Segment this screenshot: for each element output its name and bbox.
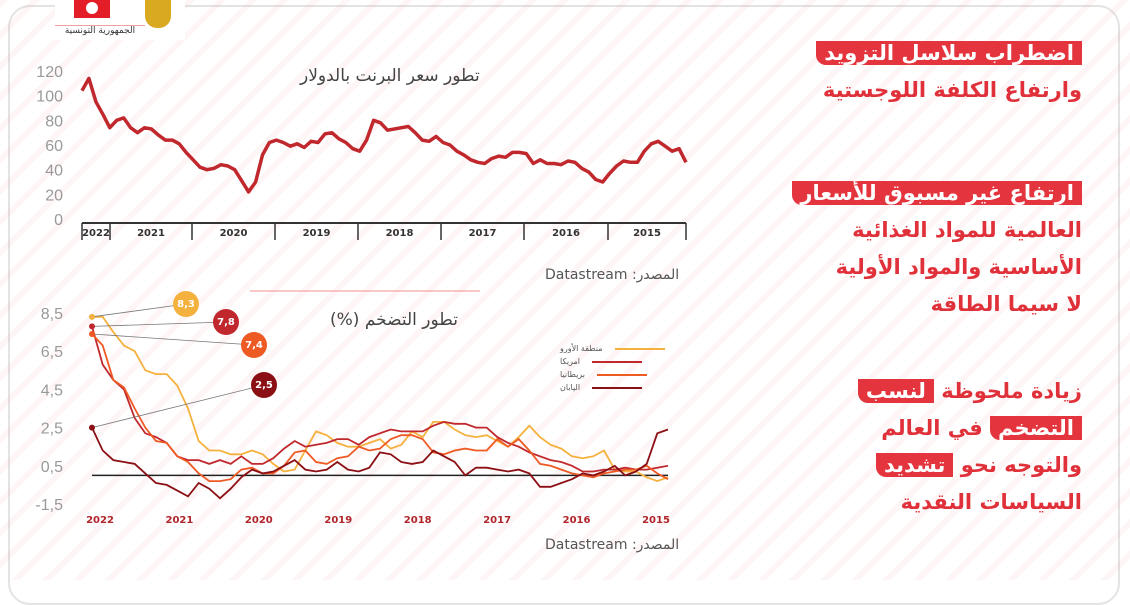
highlight: ارتفاع غير مسبوق للأسعار bbox=[792, 181, 1082, 205]
point-supply-chains: اضطراب سلاسل التزويد وارتفاع الكلفة اللو… bbox=[816, 35, 1082, 109]
point-inflation: زيادة ملحوظة لنسب التضخم في العالم والتو… bbox=[857, 373, 1082, 521]
highlight: التضخم bbox=[990, 416, 1082, 440]
tunisia-flag-icon bbox=[74, 0, 110, 18]
x-tick-label: 2021 bbox=[137, 228, 165, 239]
inflation-source: المصدر: Datastream bbox=[545, 537, 680, 553]
start-point bbox=[89, 323, 95, 330]
y-tick-label: 40 bbox=[45, 163, 63, 180]
brent-line bbox=[80, 76, 688, 194]
inflation-line-0 bbox=[92, 315, 669, 483]
y-tick-label: 100 bbox=[36, 89, 63, 106]
y-tick-label: 20 bbox=[45, 187, 63, 204]
x-tick-label: 2020 bbox=[245, 515, 273, 526]
x-tick-label: 2019 bbox=[303, 228, 331, 239]
text-line: لا سيما الطاقة bbox=[930, 292, 1082, 316]
inflation-legend: منطقة الأورو امريكا بريطانيا اليابان bbox=[560, 342, 665, 394]
y-tick-label: 4,5 bbox=[41, 382, 63, 399]
start-point bbox=[89, 424, 95, 431]
x-tick-label: 2015 bbox=[642, 515, 670, 526]
inflation-chart-title: تطور التضخم (%) bbox=[330, 310, 458, 330]
country-name: الجمهورية التونسية bbox=[55, 25, 145, 36]
text: زيادة ملحوظة bbox=[941, 379, 1082, 403]
text: والتوجه نحو bbox=[960, 453, 1082, 477]
usa-callout: 7,8 bbox=[213, 309, 239, 335]
x-tick-label: 2019 bbox=[324, 515, 352, 526]
start-point bbox=[89, 313, 95, 320]
callout-leader bbox=[91, 384, 265, 428]
highlight: اضطراب سلاسل التزويد bbox=[816, 41, 1082, 65]
y-tick-label: 0 bbox=[54, 212, 63, 229]
highlight: تشديد bbox=[876, 453, 954, 477]
text-line: الأساسية والمواد الأولية bbox=[835, 255, 1082, 279]
y-tick-label: 8,5 bbox=[41, 306, 63, 323]
legend-item: اليابان bbox=[560, 381, 665, 394]
x-tick-label: 2017 bbox=[483, 515, 511, 526]
x-tick-label: 2018 bbox=[386, 228, 414, 239]
text: في العالم bbox=[881, 416, 983, 440]
text-line: السياسات النقدية bbox=[900, 490, 1082, 514]
x-tick-label: 2017 bbox=[469, 228, 497, 239]
coat-of-arms-icon bbox=[145, 0, 171, 28]
callout-leader bbox=[91, 333, 255, 346]
highlight: لنسب bbox=[857, 379, 934, 403]
callout-leader bbox=[91, 303, 187, 318]
japan-callout: 2,5 bbox=[251, 372, 277, 398]
inflation-line-3 bbox=[91, 427, 669, 500]
y-tick-label: 120 bbox=[36, 64, 63, 81]
x-tick-label: 2022 bbox=[82, 228, 110, 239]
x-tick-label: 2021 bbox=[166, 515, 194, 526]
legend-item: بريطانيا bbox=[560, 368, 665, 381]
y-tick-label: 6,5 bbox=[41, 344, 63, 361]
inflation-line-2 bbox=[91, 333, 669, 483]
x-tick-label: 2020 bbox=[220, 228, 248, 239]
point-prices: ارتفاع غير مسبوق للأسعار العالمية للمواد… bbox=[792, 175, 1082, 323]
y-tick-label: 2,5 bbox=[41, 421, 63, 438]
x-tick-label: 2018 bbox=[404, 515, 432, 526]
charts-svg: 0 20 40 60 80 100 120 2022 2021 2020 2019 2018 2017 2… bbox=[35, 64, 688, 526]
y-tick-label: 0,5 bbox=[41, 459, 63, 476]
x-tick-label: 2022 bbox=[86, 515, 114, 526]
logo: الجمهورية التونسية bbox=[55, 0, 185, 40]
brent-source: المصدر: Datastream bbox=[545, 267, 680, 283]
text-line: العالمية للمواد الغذائية bbox=[852, 218, 1082, 242]
callout-leader bbox=[91, 321, 227, 327]
inflation-line-1 bbox=[91, 326, 669, 473]
brent-chart-title: تطور سعر البرنت بالدولار bbox=[300, 66, 480, 86]
uk-callout: 7,4 bbox=[241, 332, 267, 358]
x-tick-label: 2016 bbox=[563, 515, 591, 526]
x-tick-label: 2015 bbox=[633, 228, 661, 239]
text-line: وارتفاع الكلفة اللوجستية bbox=[822, 78, 1082, 102]
legend-item: منطقة الأورو bbox=[560, 342, 665, 355]
y-tick-label: -1,5 bbox=[35, 497, 63, 514]
euro-callout: 8,3 bbox=[173, 291, 199, 317]
start-point bbox=[89, 331, 95, 338]
x-tick-label: 2016 bbox=[552, 228, 580, 239]
y-tick-label: 60 bbox=[45, 138, 63, 155]
y-tick-label: 80 bbox=[45, 113, 63, 130]
legend-item: امريكا bbox=[560, 355, 665, 368]
